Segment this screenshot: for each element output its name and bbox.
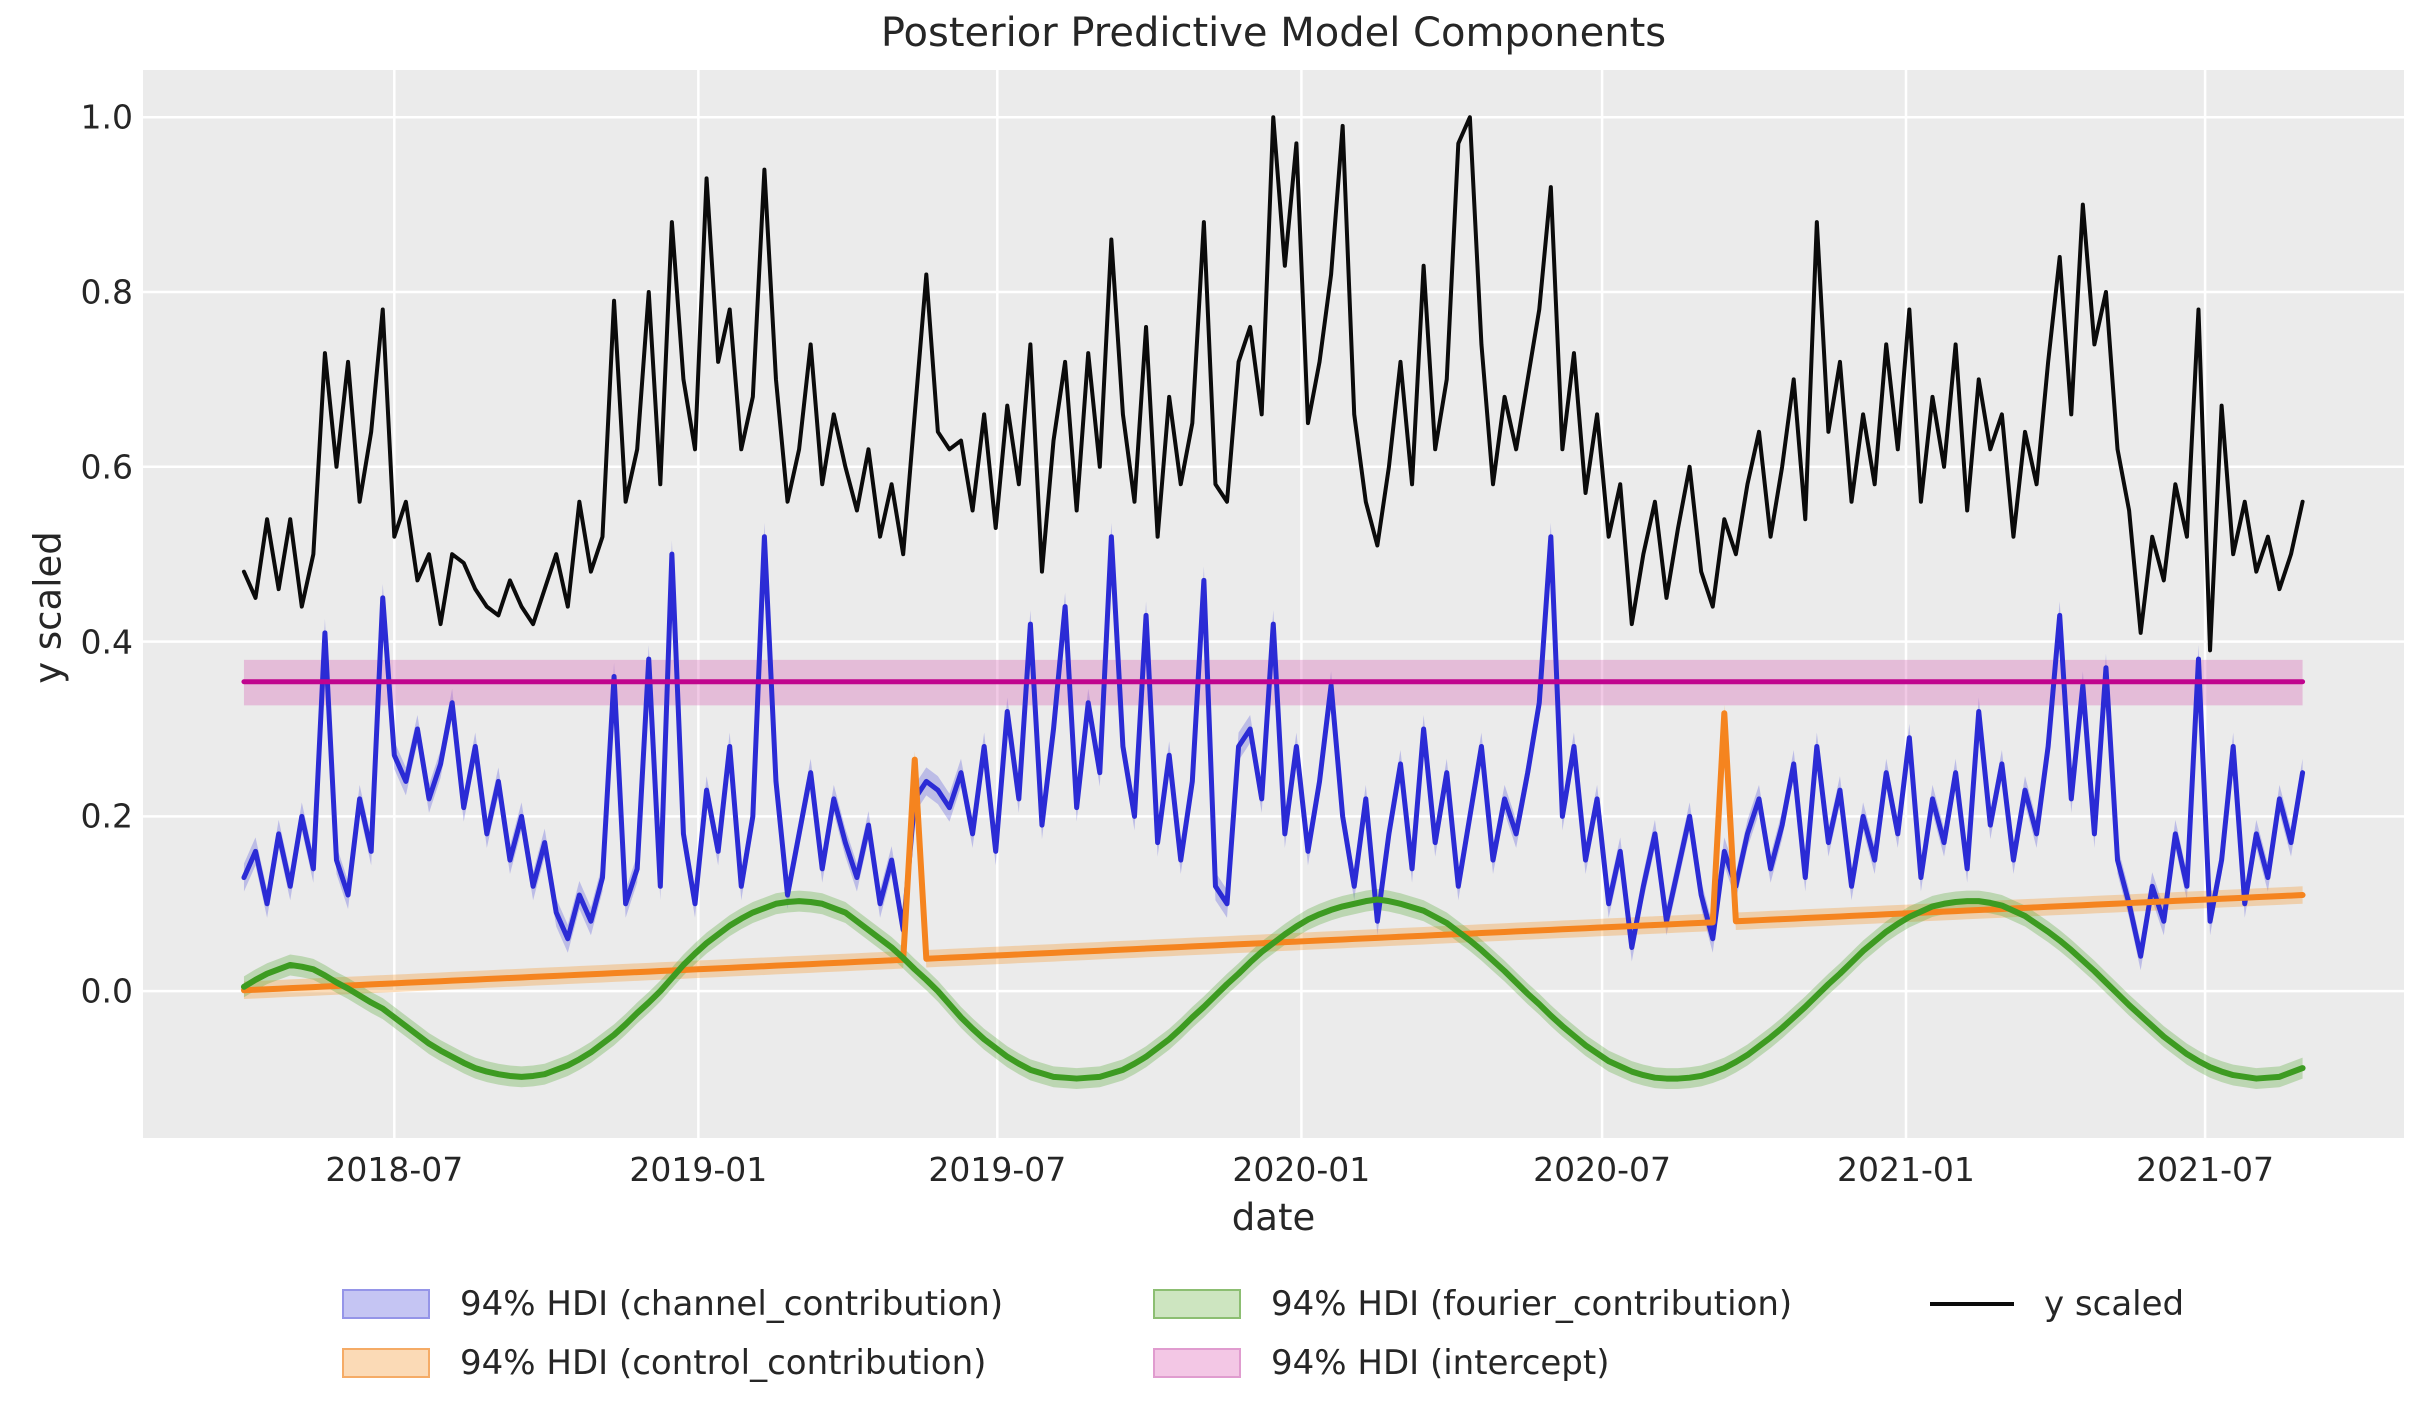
x-tick-label: 2020-07 <box>1533 1150 1671 1189</box>
legend-item-channel-contribution: 94% HDI (channel_contribution) <box>342 1284 1003 1324</box>
control_contribution-hdi-band <box>243 704 2303 1000</box>
chart-title: Posterior Predictive Model Components <box>880 10 1667 56</box>
channel_contribution-hdi-band <box>243 522 2303 971</box>
x-axis-label: date <box>1231 1196 1316 1239</box>
x-tick-label: 2018-07 <box>325 1150 464 1189</box>
fourier_contribution-hdi-band <box>243 888 2303 1090</box>
legend-label: 94% HDI (channel_contribution) <box>460 1284 1004 1324</box>
y-tick-label: 0.8 <box>80 272 133 312</box>
y-tick-label: 0.6 <box>80 447 133 487</box>
legend-item-fourier-contribution: 94% HDI (fourier_contribution) <box>1153 1284 1792 1324</box>
legend-label: 94% HDI (fourier_contribution) <box>1271 1284 1793 1324</box>
x-tick-label: 2019-01 <box>629 1150 768 1189</box>
fourier_contribution-mean-line <box>240 896 2306 1082</box>
channel_contribution-mean-line <box>241 534 2306 959</box>
y-scaled-line-swatch-icon <box>1930 1302 2014 1306</box>
legend-label: y scaled <box>2044 1284 2185 1324</box>
legend-item-control-contribution: 94% HDI (control_contribution) <box>342 1343 986 1383</box>
x-tick-label: 2020-01 <box>1232 1150 1371 1189</box>
x-tick-label: 2021-07 <box>2136 1150 2275 1189</box>
legend-item-y-scaled: y scaled <box>1930 1284 2184 1324</box>
y-tick-label: 0.0 <box>80 971 133 1011</box>
control-hdi-swatch-icon <box>342 1348 430 1378</box>
legend-label: 94% HDI (control_contribution) <box>460 1343 987 1383</box>
intercept-hdi-swatch-icon <box>1153 1348 1241 1378</box>
x-tick-label: 2021-01 <box>1837 1150 1975 1189</box>
y-tick-label: 1.0 <box>80 97 133 137</box>
y-tick-label: 0.2 <box>80 796 133 836</box>
fourier-hdi-swatch-icon <box>1153 1289 1241 1319</box>
x-tick-label: 2019-07 <box>928 1150 1067 1189</box>
channel-hdi-swatch-icon <box>342 1289 430 1319</box>
y-tick-label: 0.4 <box>80 622 133 662</box>
legend-item-intercept: 94% HDI (intercept) <box>1153 1343 1610 1383</box>
y-scaled-line <box>241 115 2305 653</box>
legend-label: 94% HDI (intercept) <box>1271 1343 1610 1383</box>
